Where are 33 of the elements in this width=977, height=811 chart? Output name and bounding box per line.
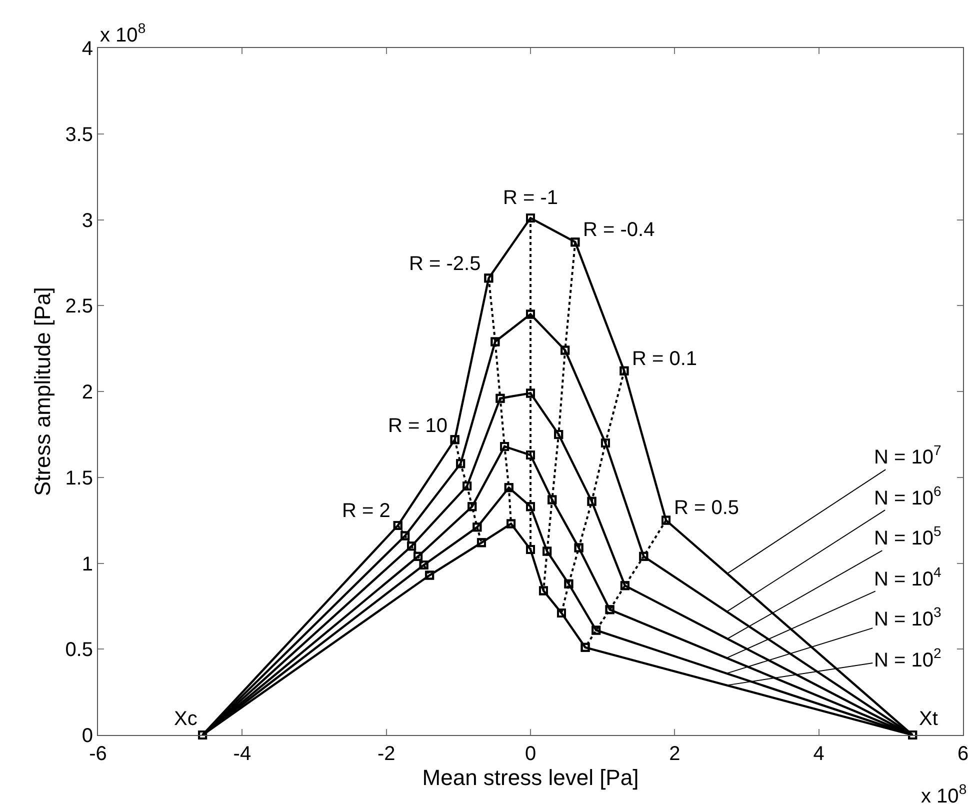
x-tick-label: -2 — [377, 743, 396, 765]
x-tick-label: 2 — [669, 743, 680, 765]
y-tick-label: 3 — [82, 210, 93, 232]
x-tick-label: -4 — [233, 743, 252, 765]
annotation: N = 10$^{3}$ — [874, 604, 942, 630]
annotation: N = 10$^{4}$ — [874, 564, 942, 590]
series-label: R = -2.5 — [409, 253, 481, 275]
text: x 10$^{8}$ — [921, 781, 967, 808]
annotation: N = 10$^{7}$ — [874, 442, 942, 468]
y-tick-label: 0.5 — [65, 639, 93, 662]
annotation: N = 10$^{6}$ — [874, 483, 942, 510]
series-label: R = 0.5 — [674, 497, 740, 519]
series-label: R = -0.4 — [583, 219, 655, 241]
y-axis-title: Stress amplitude [Pa] — [30, 286, 55, 496]
y-tick-label: 1.5 — [65, 467, 93, 490]
annotation: Xc — [174, 708, 198, 730]
y-tick-label: 1 — [82, 553, 93, 576]
y-tick-label: 2 — [82, 382, 93, 404]
series-label: R = 2 — [342, 500, 390, 522]
x-tick-label: 6 — [957, 743, 969, 765]
annotation: Xt — [919, 708, 938, 730]
text: x 10$^{8}$ — [100, 20, 146, 46]
y-tick-label: 4 — [82, 38, 93, 60]
annotation: N = 10$^{2}$ — [874, 645, 942, 672]
x-axis-title: Mean stress level [Pa] — [422, 765, 639, 790]
y-tick-label: 3.5 — [65, 124, 93, 146]
y-tick-label: 2.5 — [65, 296, 93, 318]
x-tick-label: 4 — [813, 743, 824, 765]
series-label: R = 0.1 — [632, 348, 698, 370]
series-label: R = 10 — [388, 415, 448, 437]
x-tick-label: 0 — [524, 743, 536, 765]
annotation: N = 10$^{5}$ — [874, 523, 942, 550]
series-label: R = -1 — [503, 187, 558, 209]
